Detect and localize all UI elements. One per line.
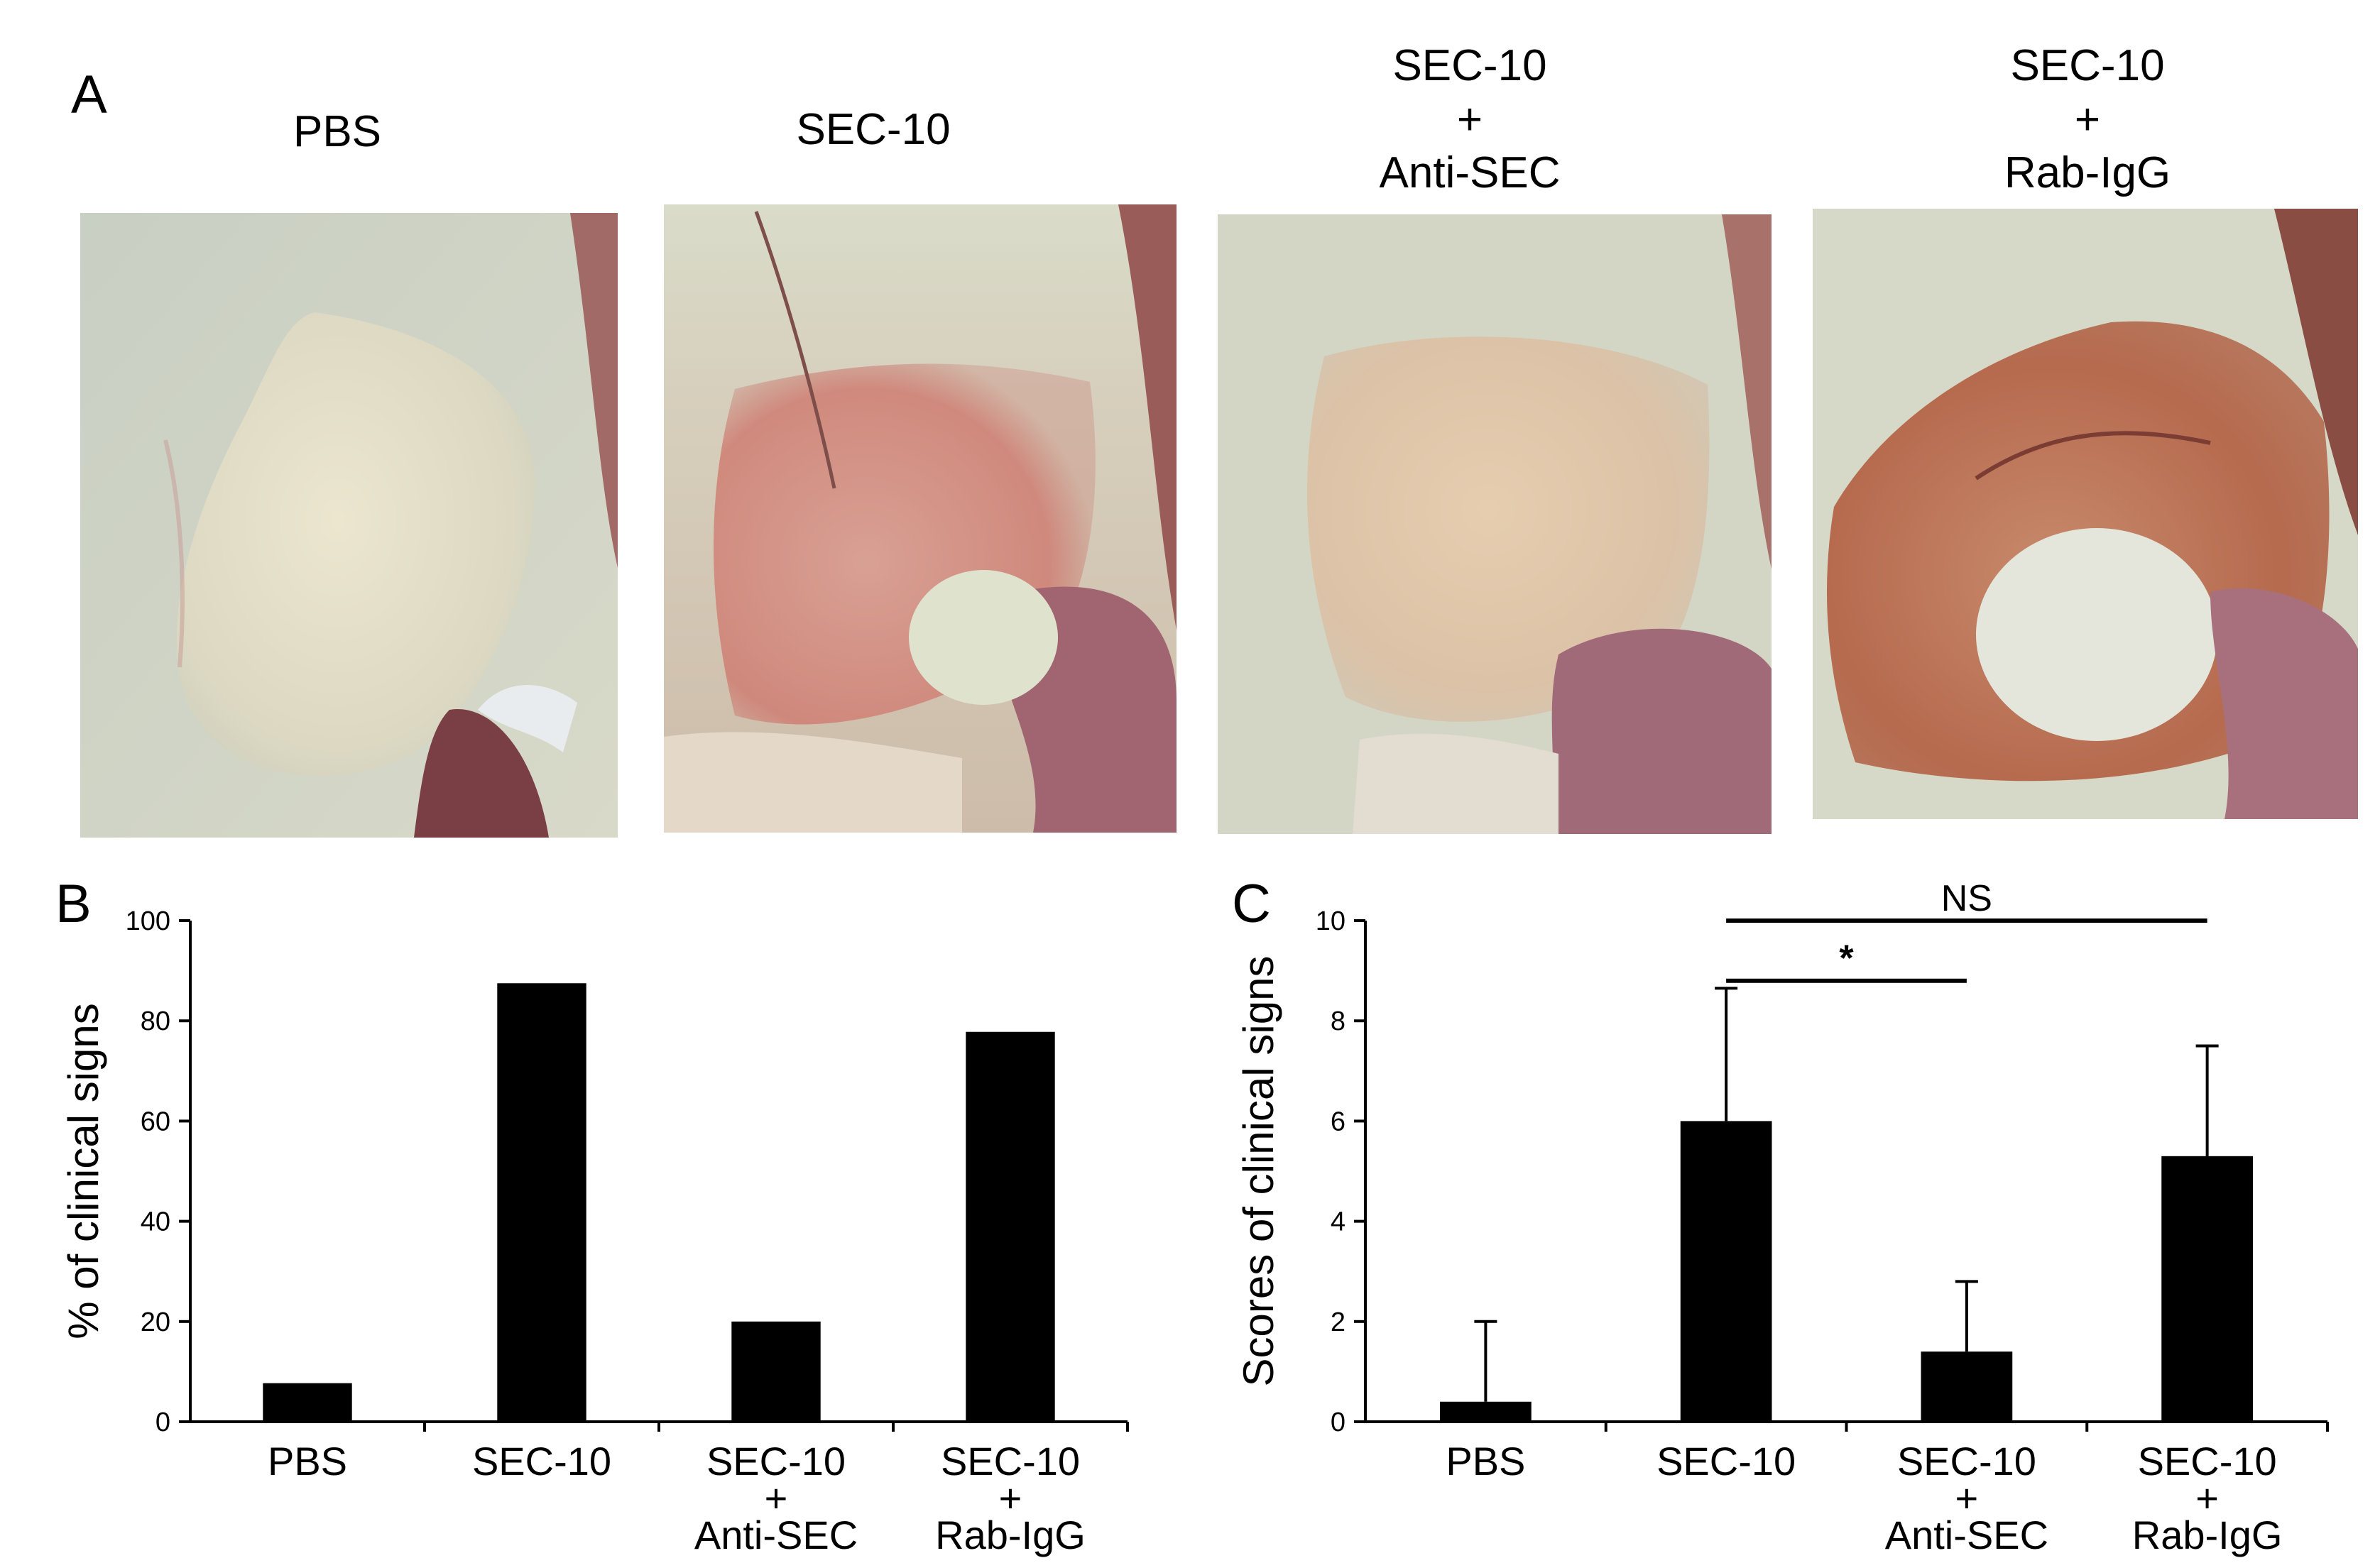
photo-sec10 xyxy=(664,204,1177,833)
y-tick-label: 10 xyxy=(1316,906,1345,936)
y-tick-label: 60 xyxy=(141,1107,170,1136)
panel-c-letter: C xyxy=(1232,874,1271,934)
significance-label: NS xyxy=(1941,878,1992,919)
photo-label-sec10: SEC-10 xyxy=(796,105,951,154)
y-tick-label: 0 xyxy=(1331,1408,1345,1437)
bar xyxy=(966,1031,1055,1422)
bar xyxy=(263,1383,352,1422)
y-tick-label: 100 xyxy=(126,906,170,936)
x-tick-label: Rab-IgG xyxy=(2132,1513,2283,1557)
y-tick-label: 0 xyxy=(155,1408,170,1437)
panel-a-letter: A xyxy=(71,65,107,125)
y-tick-label: 4 xyxy=(1331,1207,1345,1237)
y-tick-label: 2 xyxy=(1331,1307,1345,1337)
bar xyxy=(2161,1156,2253,1422)
x-tick-label: SEC-10 xyxy=(1656,1439,1796,1484)
y-tick-label: 40 xyxy=(141,1207,170,1237)
y-tick-label: 8 xyxy=(1331,1007,1345,1036)
x-tick-label: SEC-10 xyxy=(1897,1439,2036,1484)
x-tick-label: SEC-10 xyxy=(2138,1439,2277,1484)
photo-sec10-rab-igg xyxy=(1813,209,2358,819)
photo-pbs xyxy=(80,213,618,838)
bar xyxy=(1680,1121,1772,1422)
photo-sec10-anti-sec xyxy=(1218,214,1772,834)
bar xyxy=(1921,1351,2013,1422)
photo-label-pbs: PBS xyxy=(293,107,382,156)
x-tick-label: SEC-10 xyxy=(941,1439,1080,1484)
bar xyxy=(497,983,586,1422)
y-axis-label: Scores of clinical signs xyxy=(1235,956,1282,1387)
x-tick-label: Anti-SEC xyxy=(1885,1513,2048,1557)
bar xyxy=(731,1321,821,1422)
y-axis-label: % of clinical signs xyxy=(60,1003,107,1339)
y-tick-label: 20 xyxy=(141,1307,170,1337)
bar xyxy=(1440,1401,1532,1422)
x-tick-label: + xyxy=(1955,1476,1979,1520)
x-tick-label: + xyxy=(999,1476,1022,1520)
x-tick-label: SEC-10 xyxy=(472,1439,611,1484)
x-tick-label: SEC-10 xyxy=(706,1439,846,1484)
y-tick-label: 80 xyxy=(141,1007,170,1036)
x-tick-label: Anti-SEC xyxy=(694,1513,858,1557)
x-tick-label: + xyxy=(2195,1476,2219,1520)
photo-label-sec10-anti-sec: SEC-10 + Anti-SEC xyxy=(1379,41,1561,198)
x-tick-label: PBS xyxy=(268,1439,347,1484)
x-tick-label: Rab-IgG xyxy=(935,1513,1086,1557)
x-tick-label: + xyxy=(765,1476,788,1520)
significance-label: * xyxy=(1839,938,1854,980)
panel-b-letter: B xyxy=(55,874,92,934)
x-tick-label: PBS xyxy=(1446,1439,1525,1484)
y-tick-label: 6 xyxy=(1331,1107,1345,1136)
photo-label-sec10-rab-igg: SEC-10 + Rab-IgG xyxy=(2004,41,2171,198)
